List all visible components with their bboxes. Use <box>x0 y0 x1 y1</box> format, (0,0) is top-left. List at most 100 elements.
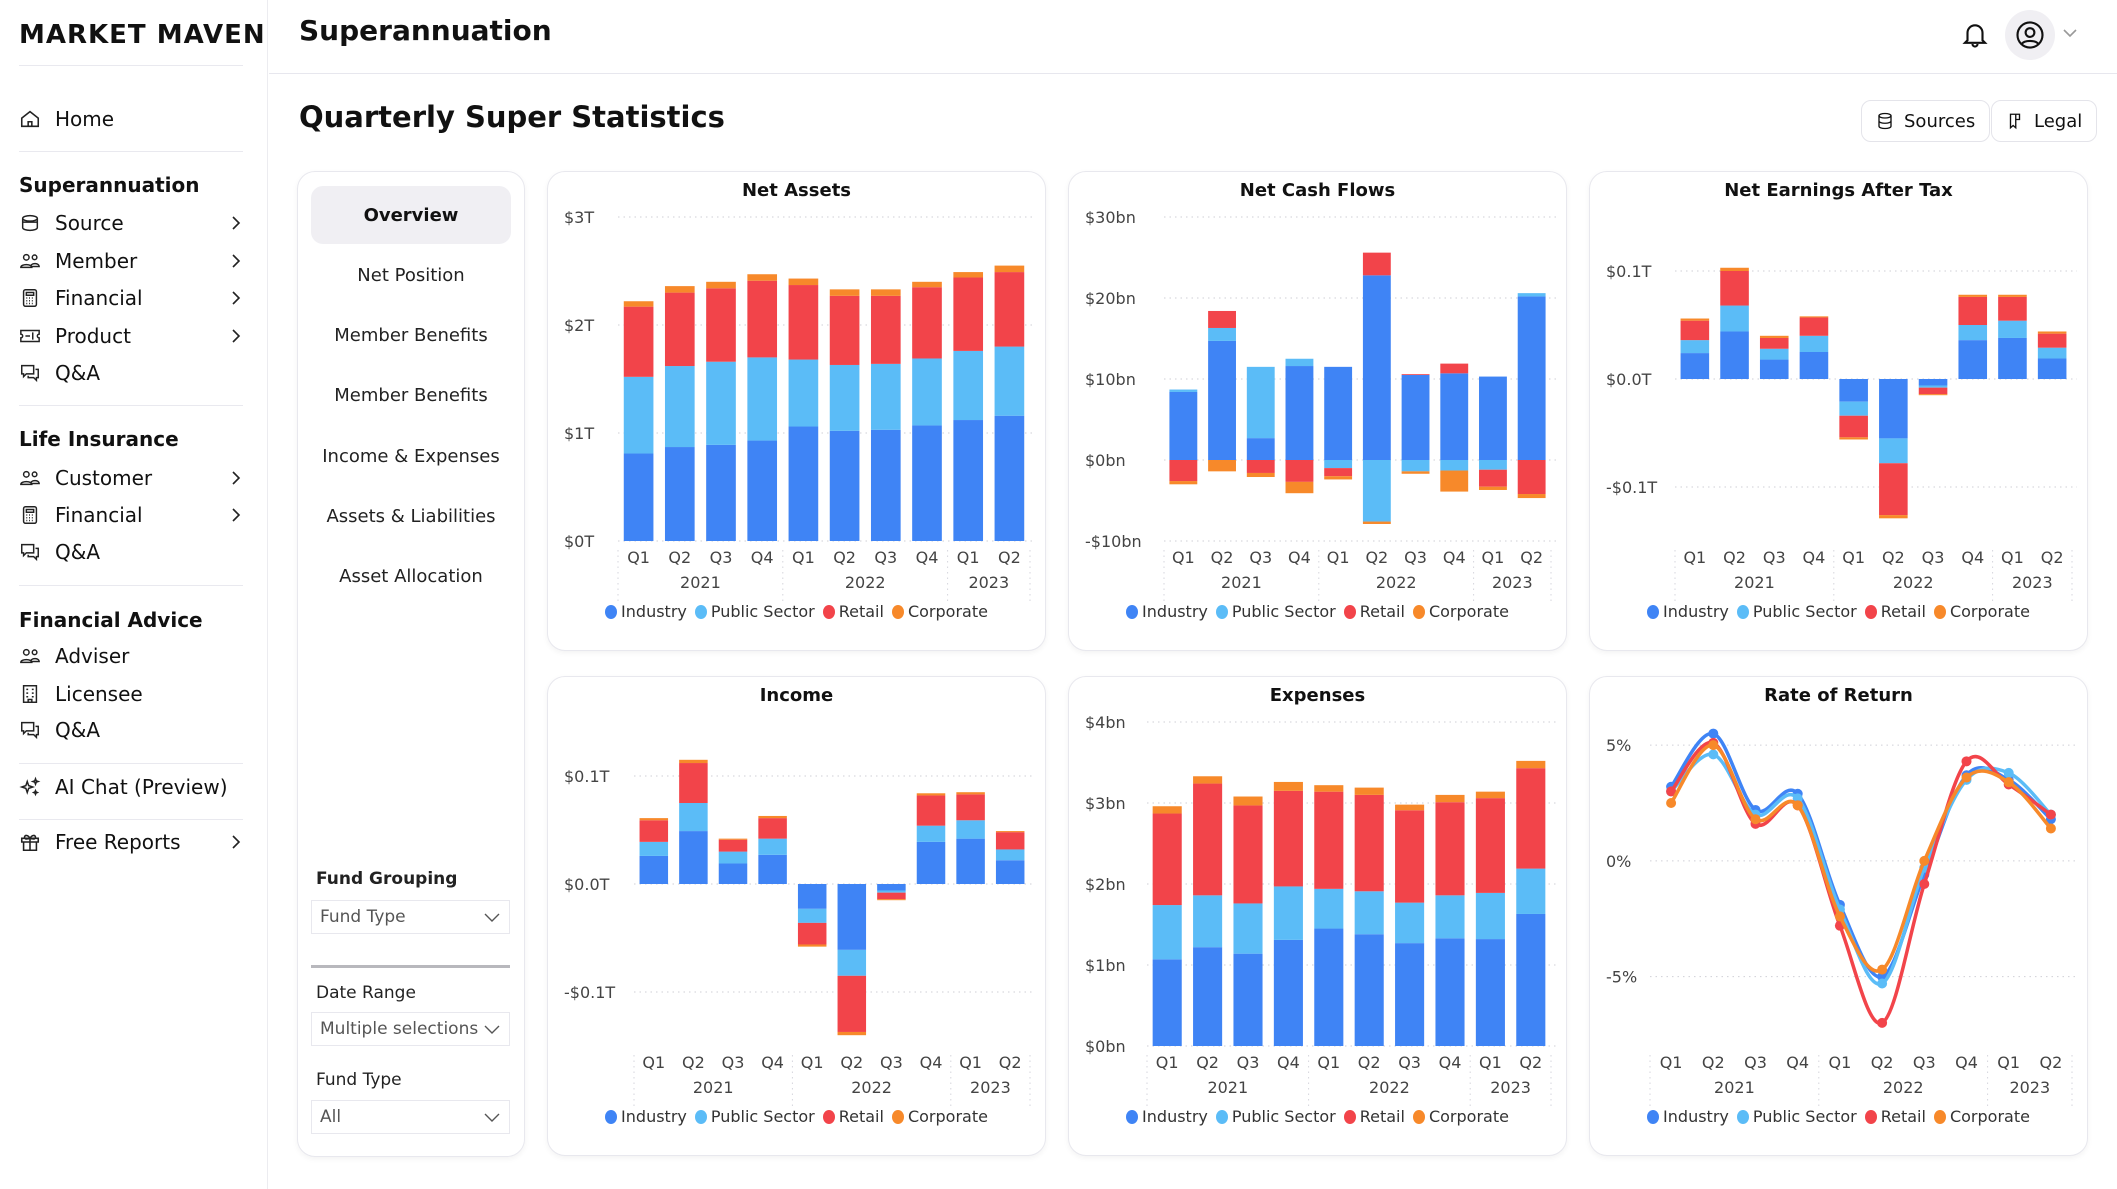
bar-retail[interactable] <box>1314 791 1344 889</box>
bar-public-sector[interactable] <box>1354 891 1384 935</box>
bar-public-sector[interactable] <box>1395 902 1425 944</box>
legend-item[interactable]: Corporate <box>1412 602 1509 621</box>
user-avatar-button[interactable] <box>2005 10 2055 60</box>
bar-corporate[interactable] <box>995 831 1025 833</box>
bar-corporate[interactable] <box>1246 472 1275 478</box>
bar-corporate[interactable] <box>1517 494 1546 499</box>
sidebar-item-financial[interactable]: Financial <box>19 498 243 532</box>
bar-industry[interactable] <box>1285 366 1314 460</box>
sidebar-item-source[interactable]: Source <box>19 206 243 240</box>
bar-industry[interactable] <box>788 426 819 541</box>
legend-item[interactable]: Industry <box>1647 1107 1729 1126</box>
sidebar-item-product[interactable]: Product <box>19 319 243 353</box>
bar-industry[interactable] <box>706 444 736 541</box>
bar-retail[interactable] <box>829 295 860 365</box>
point-retail[interactable] <box>2045 809 2056 820</box>
point-retail[interactable] <box>1877 1017 1888 1028</box>
bar-industry[interactable] <box>994 415 1025 541</box>
legend-item[interactable]: Corporate <box>891 602 988 621</box>
bar-public-sector[interactable] <box>956 820 985 839</box>
fund-grouping-dropdown[interactable]: Fund Type <box>311 900 510 934</box>
point-corporate[interactable] <box>1708 740 1719 751</box>
bar-corporate[interactable] <box>1918 394 1948 396</box>
bar-public-sector[interactable] <box>747 357 778 441</box>
legend-item[interactable]: Retail <box>822 602 884 621</box>
bar-public-sector[interactable] <box>994 346 1025 416</box>
sources-button[interactable]: Sources <box>1861 100 1991 142</box>
bar-corporate[interactable] <box>994 265 1025 273</box>
bar-industry[interactable] <box>1324 366 1353 460</box>
bar-retail[interactable] <box>758 818 787 839</box>
bar-industry[interactable] <box>1475 939 1505 1046</box>
bar-retail[interactable] <box>1479 469 1507 487</box>
bar-public-sector[interactable] <box>1479 460 1507 470</box>
bar-corporate[interactable] <box>956 792 985 795</box>
line-industry[interactable] <box>1669 731 2053 979</box>
bar-industry[interactable] <box>1517 296 1546 460</box>
bar-retail[interactable] <box>1918 387 1948 395</box>
bar-retail[interactable] <box>1759 337 1789 349</box>
bar-corporate[interactable] <box>916 793 946 796</box>
bar-corporate[interactable] <box>829 289 860 296</box>
bar-retail[interactable] <box>1435 802 1465 896</box>
bar-public-sector[interactable] <box>1193 895 1223 948</box>
bar-public-sector[interactable] <box>1759 348 1789 360</box>
bar-public-sector[interactable] <box>1169 389 1198 392</box>
bar-public-sector[interactable] <box>1998 320 2027 338</box>
bar-corporate[interactable] <box>912 281 942 288</box>
bar-retail[interactable] <box>994 272 1025 347</box>
sidebar-item-ai-chat[interactable]: AI Chat (Preview) <box>19 770 243 804</box>
bar-retail[interactable] <box>679 763 708 803</box>
sidebar-item-home[interactable]: Home <box>19 102 243 136</box>
bar-corporate[interactable] <box>1314 785 1344 792</box>
bar-industry[interactable] <box>797 884 827 909</box>
bar-retail[interactable] <box>1233 805 1263 904</box>
bar-corporate[interactable] <box>1208 460 1236 472</box>
bar-corporate[interactable] <box>1759 335 1789 338</box>
tab-asset-allocation[interactable]: Asset Allocation <box>339 566 483 588</box>
bar-industry[interactable] <box>1516 913 1546 1046</box>
bar-retail[interactable] <box>1273 790 1303 887</box>
bar-industry[interactable] <box>1479 376 1507 460</box>
bar-corporate[interactable] <box>1395 804 1425 811</box>
bar-public-sector[interactable] <box>912 358 942 426</box>
bar-corporate[interactable] <box>706 281 736 289</box>
bar-industry[interactable] <box>1314 928 1344 1046</box>
bar-corporate[interactable] <box>1479 486 1507 490</box>
bar-public-sector[interactable] <box>995 849 1025 861</box>
legend-item[interactable]: Corporate <box>891 1107 988 1126</box>
bar-retail[interactable] <box>1839 415 1868 438</box>
tab-overview[interactable]: Overview <box>311 186 511 244</box>
bar-public-sector[interactable] <box>1435 895 1465 939</box>
bar-industry[interactable] <box>664 447 695 541</box>
bar-retail[interactable] <box>2037 333 2067 348</box>
bar-industry[interactable] <box>829 430 860 541</box>
bar-retail[interactable] <box>1246 460 1275 473</box>
bar-public-sector[interactable] <box>916 825 946 842</box>
legend-item[interactable]: Public Sector <box>1736 1107 1857 1126</box>
line-retail[interactable] <box>1669 741 2052 1025</box>
bar-retail[interactable] <box>912 287 942 359</box>
bar-public-sector[interactable] <box>1285 358 1314 367</box>
bar-industry[interactable] <box>1354 934 1384 1046</box>
bar-retail[interactable] <box>870 295 901 364</box>
bar-public-sector[interactable] <box>2037 347 2067 359</box>
line-public-sector[interactable] <box>1669 752 2053 986</box>
point-corporate[interactable] <box>2003 777 2014 788</box>
bar-retail[interactable] <box>1475 798 1505 893</box>
bar-industry[interactable] <box>1759 359 1789 379</box>
bar-retail[interactable] <box>1169 460 1198 482</box>
legend-item[interactable]: Industry <box>605 602 687 621</box>
legend-item[interactable]: Public Sector <box>1215 1107 1336 1126</box>
bar-industry[interactable] <box>1233 953 1263 1046</box>
brand-logo[interactable]: MARKET MAVEN <box>19 20 266 50</box>
bar-retail[interactable] <box>1401 374 1430 375</box>
legend-item[interactable]: Industry <box>1126 602 1208 621</box>
bar-corporate[interactable] <box>1998 294 2027 297</box>
bar-industry[interactable] <box>1839 379 1868 402</box>
bar-retail[interactable] <box>1680 320 1710 341</box>
bar-corporate[interactable] <box>1169 481 1198 485</box>
point-corporate[interactable] <box>1666 798 1677 808</box>
bar-corporate[interactable] <box>1193 776 1223 784</box>
bar-corporate[interactable] <box>788 278 819 286</box>
